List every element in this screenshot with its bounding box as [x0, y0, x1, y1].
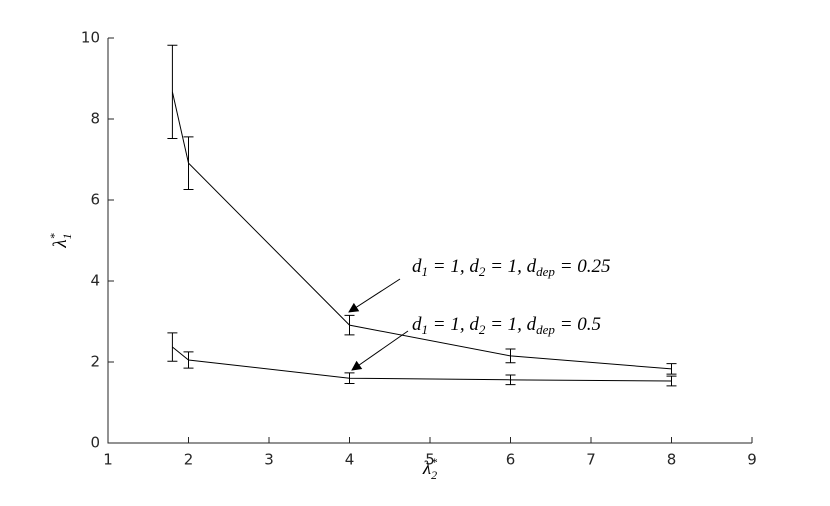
y-tick-label: 4: [90, 272, 100, 290]
error-bar: [167, 332, 178, 362]
annotation-arrow: [351, 330, 409, 371]
ylabel-label: λ*1: [47, 233, 74, 248]
x-tick-label: 1: [103, 451, 113, 469]
label-sup: *: [431, 455, 437, 469]
x-tick-label: 8: [667, 451, 677, 469]
label-sup: *: [47, 233, 61, 239]
annotation-sub: 2: [479, 322, 486, 337]
annotation-text: = 1, d: [428, 256, 479, 277]
x-tick-label: 4: [345, 451, 355, 469]
series-line: [172, 346, 672, 382]
error-bar: [183, 136, 194, 190]
x-tick-label: 9: [747, 451, 757, 469]
error-bar: [183, 351, 194, 369]
annotation-sub: dep: [536, 322, 555, 337]
label-base: λ: [422, 458, 431, 479]
annotation-text: = 1, d: [485, 314, 536, 335]
annotation-text: d: [412, 256, 422, 277]
error-bar: [666, 375, 677, 387]
error-bar: [505, 374, 516, 386]
error-bar: [344, 314, 355, 336]
error-bar: [344, 372, 355, 384]
xlabel-label: λ* 2: [422, 455, 437, 482]
x-tick-label: 6: [506, 451, 516, 469]
y-tick-label: 0: [90, 434, 100, 452]
error-bar: [167, 44, 178, 139]
y-tick-label: 8: [90, 110, 100, 128]
annotation-text: = 0.25: [555, 256, 611, 277]
y-tick-label: 10: [81, 29, 100, 47]
annotation-arrow: [348, 278, 401, 313]
y-tick-label: 2: [90, 353, 100, 371]
annotation-sub: dep: [536, 264, 555, 279]
y-tick-label: 6: [90, 191, 100, 209]
x-tick-label: 2: [184, 451, 194, 469]
label-sub: 1: [60, 233, 74, 239]
label-sub: 2: [431, 468, 437, 482]
label-base: λ: [50, 239, 71, 248]
annotation-text: = 1, d: [485, 256, 536, 277]
annotation: d1 = 1, d2 = 1, ddep = 0.25: [412, 256, 611, 279]
annotation-text: = 1, d: [428, 314, 479, 335]
x-tick-label: 3: [264, 451, 274, 469]
annotation: d1 = 1, d2 = 1, ddep = 0.5: [412, 314, 601, 337]
annotation-text: d: [412, 314, 422, 335]
annotation-sub: 1: [422, 322, 429, 337]
x-tick-label: 7: [586, 451, 596, 469]
error-bar: [505, 348, 516, 364]
annotation-sub: 1: [422, 264, 429, 279]
annotation-sub: 2: [479, 264, 486, 279]
axes: [107, 38, 752, 444]
annotation-text: = 0.5: [555, 314, 601, 335]
error-bar: [666, 363, 677, 375]
x-tick-label: 5: [425, 451, 435, 469]
